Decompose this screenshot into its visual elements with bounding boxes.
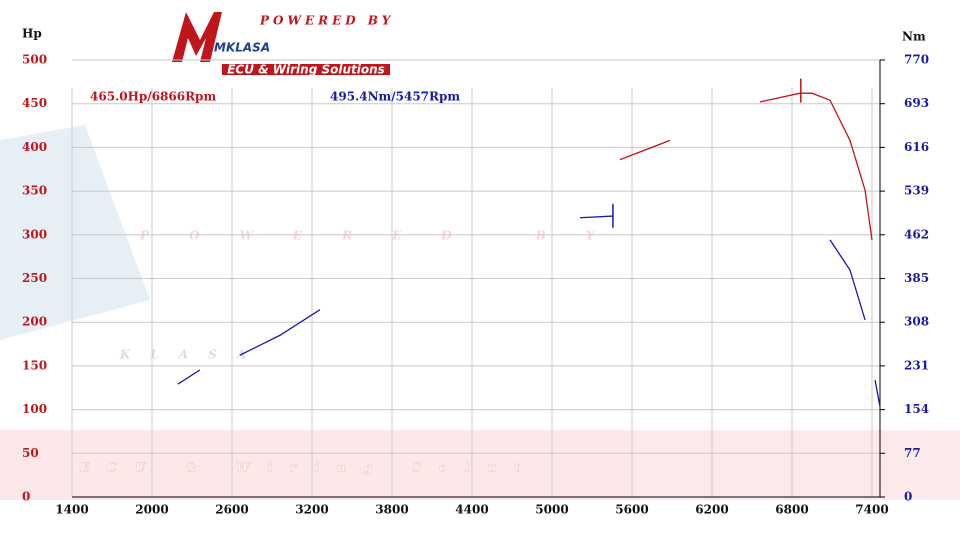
series-line	[620, 93, 880, 353]
y-tick-label: 100	[22, 402, 47, 416]
y2-tick-label: 693	[904, 96, 929, 110]
y2-tick-label: 385	[904, 271, 929, 285]
x-tick-label: 6800	[775, 503, 808, 517]
y-tick-label: 200	[22, 315, 47, 329]
x-tick-label: 1400	[55, 503, 88, 517]
watermark-text: KLASA	[119, 348, 266, 362]
y2-axis-title: Nm	[902, 30, 926, 44]
y-tick-label: 500	[22, 53, 47, 67]
x-tick-label: 5600	[615, 503, 648, 517]
watermark-shape	[0, 125, 150, 340]
x-tick-label: 7400	[855, 503, 888, 517]
y2-tick-label: 770	[904, 53, 929, 67]
y2-tick-label: 308	[904, 315, 929, 329]
logo-subtitle: ECU & Wiring Solutions	[227, 63, 385, 77]
logo-m	[172, 12, 222, 62]
logo: POWERED BY MKLASA ECU & Wiring Solutions	[172, 12, 394, 77]
peak-label: 495.4Nm/5457Rpm	[330, 90, 460, 104]
y2-tick-label: 77	[904, 446, 921, 460]
y-tick-label: 450	[22, 96, 47, 110]
y-axis-title: Hp	[22, 27, 42, 41]
logo-band	[222, 64, 390, 75]
logo-tagline: POWERED BY	[259, 14, 394, 28]
y2-tick-label: 154	[904, 402, 929, 416]
y2-tick-label: 0	[904, 490, 912, 504]
y2-tick-label: 231	[904, 358, 929, 372]
x-tick-label: 3800	[375, 503, 408, 517]
y-tick-label: 250	[22, 271, 47, 285]
y-tick-label: 300	[22, 227, 47, 241]
peak-label: 465.0Hp/6866Rpm	[90, 90, 216, 104]
y2-tick-label: 539	[904, 184, 929, 198]
x-tick-label: 2000	[135, 503, 168, 517]
watermark-band	[0, 430, 960, 500]
x-tick-label: 3200	[295, 503, 328, 517]
y-tick-label: 400	[22, 140, 47, 154]
watermark-text: POWERED BY	[139, 229, 634, 243]
y-tick-label: 350	[22, 184, 47, 198]
y2-tick-label: 616	[904, 140, 929, 154]
y-tick-label: 0	[22, 490, 30, 504]
x-tick-label: 4400	[455, 503, 488, 517]
x-tick-label: 2600	[215, 503, 248, 517]
x-tick-label: 6200	[695, 503, 728, 517]
watermark-text: ECU & Wiring Solut	[79, 461, 538, 475]
x-tick-label: 5000	[535, 503, 568, 517]
logo-name: MKLASA	[214, 41, 270, 55]
watermark-layer: POWERED BY KLASA ECU & Wiring Solut	[0, 125, 960, 500]
y-tick-label: 150	[22, 358, 47, 372]
y2-tick-label: 462	[904, 227, 929, 241]
y-tick-label: 50	[22, 446, 39, 460]
series-line	[177, 215, 881, 407]
